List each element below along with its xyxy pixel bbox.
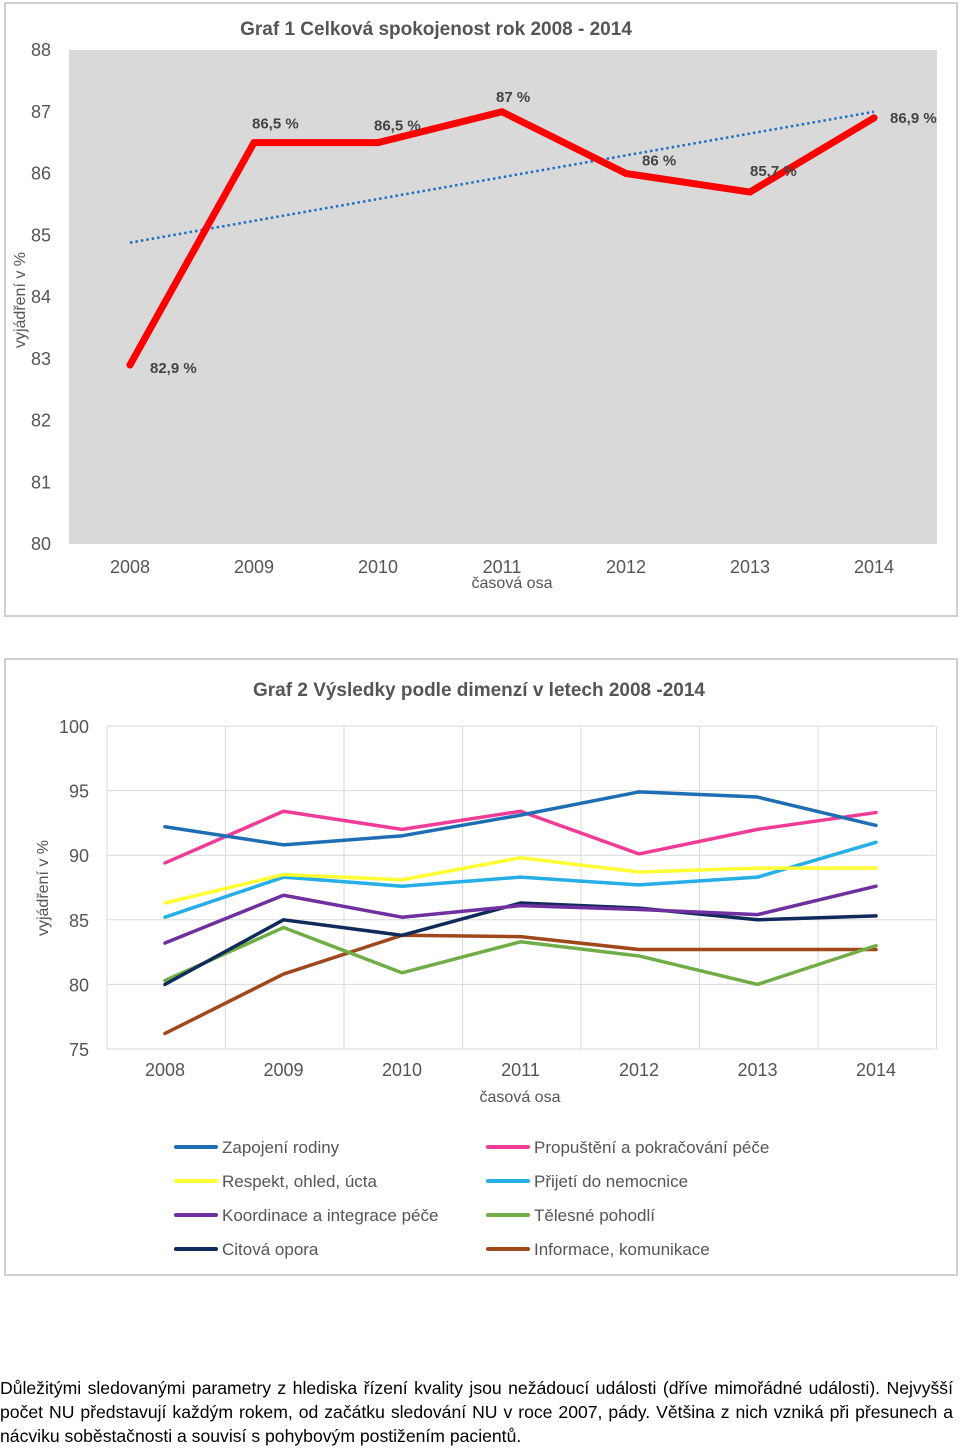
chart-title: Graf 2 Výsledky podle dimenzí v letech 2…: [253, 680, 705, 701]
legend-label: Informace, komunikace: [534, 1240, 710, 1259]
x-tick-label: 2009: [263, 1060, 303, 1080]
y-tick-label: 100: [59, 717, 89, 737]
body-paragraph: Důležitými sledovanými parametry z hledi…: [0, 1377, 953, 1446]
chart-2-svg: 100 95 90 85 80 75 Graf 2 Výsledky podle dimen…: [35, 680, 937, 1259]
x-tick-label: 2008: [110, 557, 150, 577]
y-tick-label: 81: [31, 472, 51, 492]
x-tick-label: 2008: [145, 1060, 185, 1080]
chart-2-container: 100 95 90 85 80 75 Graf 2 Výsledky podle dimen…: [4, 658, 958, 1276]
series-line-citova-opora: [163, 901, 878, 987]
x-tick-label: 2010: [382, 1060, 422, 1080]
x-tick-label: 2011: [501, 1060, 540, 1080]
y-tick-label: 84: [31, 287, 51, 307]
y-tick-label: 86: [31, 164, 51, 184]
data-label: 87 %: [496, 89, 530, 106]
x-tick-label: 2009: [234, 557, 274, 577]
x-tick-label: 2014: [856, 1060, 896, 1080]
x-axis-label: časová osa: [472, 575, 553, 592]
legend-label: Respekt, ohled, úcta: [222, 1172, 378, 1191]
y-tick-label: 85: [69, 911, 89, 931]
y-tick-label: 83: [31, 349, 51, 369]
data-point: [870, 114, 878, 122]
data-label: 86,5 %: [374, 118, 421, 135]
series-line-zapojeni-rodiny: [163, 790, 878, 847]
series-line-prijeti-do-nemocnice: [163, 840, 878, 919]
legend-label: Zapojení rodiny: [222, 1138, 340, 1157]
x-tick-label: 2012: [606, 557, 646, 577]
y-axis-label: vyjádření v %: [35, 840, 52, 936]
legend-label: Citová opora: [222, 1240, 319, 1259]
y-tick-label: 75: [69, 1040, 89, 1060]
legend-label: Propuštění a pokračování péče: [534, 1138, 769, 1157]
x-tick-label: 2014: [854, 557, 894, 577]
x-tick-label: 2013: [737, 1060, 777, 1080]
series-line-informace-komunikace: [163, 933, 878, 1036]
data-point: [250, 139, 258, 147]
legend-label: Přijetí do nemocnice: [534, 1172, 688, 1191]
series-line-telesne-pohodli: [163, 925, 878, 987]
x-tick-label: 2011: [483, 557, 522, 577]
x-tick-label: 2010: [358, 557, 398, 577]
legend-label: Tělesné pohodlí: [534, 1206, 655, 1225]
y-tick-label: 80: [69, 975, 89, 995]
series-line-propusteni-a-pokracovani-pece: [163, 809, 878, 865]
y-axis-label: vyjádření v %: [12, 252, 29, 348]
chart-1-svg: Graf 1 Celková spokojenost rok 2008 - 20…: [12, 19, 937, 592]
y-tick-label: 82: [31, 411, 51, 431]
data-point: [498, 108, 506, 116]
y-tick-label: 85: [31, 225, 51, 245]
plot-area: [69, 50, 937, 544]
y-tick-label: 87: [31, 102, 51, 122]
data-point: [126, 361, 134, 369]
data-label: 86 %: [642, 153, 676, 170]
y-tick-label: 88: [31, 40, 51, 60]
data-point: [374, 139, 382, 147]
x-axis-label: časová osa: [480, 1089, 561, 1106]
y-tick-label: 90: [69, 846, 89, 866]
chart-1-container: Graf 1 Celková spokojenost rok 2008 - 20…: [4, 2, 958, 617]
y-tick-label: 95: [69, 782, 89, 802]
x-tick-label: 2012: [619, 1060, 659, 1080]
x-tick-label: 2013: [730, 557, 770, 577]
legend-label: Koordinace a integrace péče: [222, 1206, 438, 1225]
series-line-koordinace-a-integrace-pece: [163, 884, 878, 945]
chart-title: Graf 1 Celková spokojenost rok 2008 - 20…: [240, 19, 632, 40]
data-label: 86,5 %: [252, 116, 299, 133]
data-label: 85,7 %: [750, 163, 797, 180]
y-tick-label: 80: [31, 534, 51, 554]
data-label: 82,9 %: [150, 360, 197, 377]
data-point: [746, 188, 754, 196]
data-point: [622, 170, 630, 177]
data-label: 86,9 %: [890, 110, 937, 127]
series-line-respekt-ohled-ucta: [163, 856, 878, 905]
